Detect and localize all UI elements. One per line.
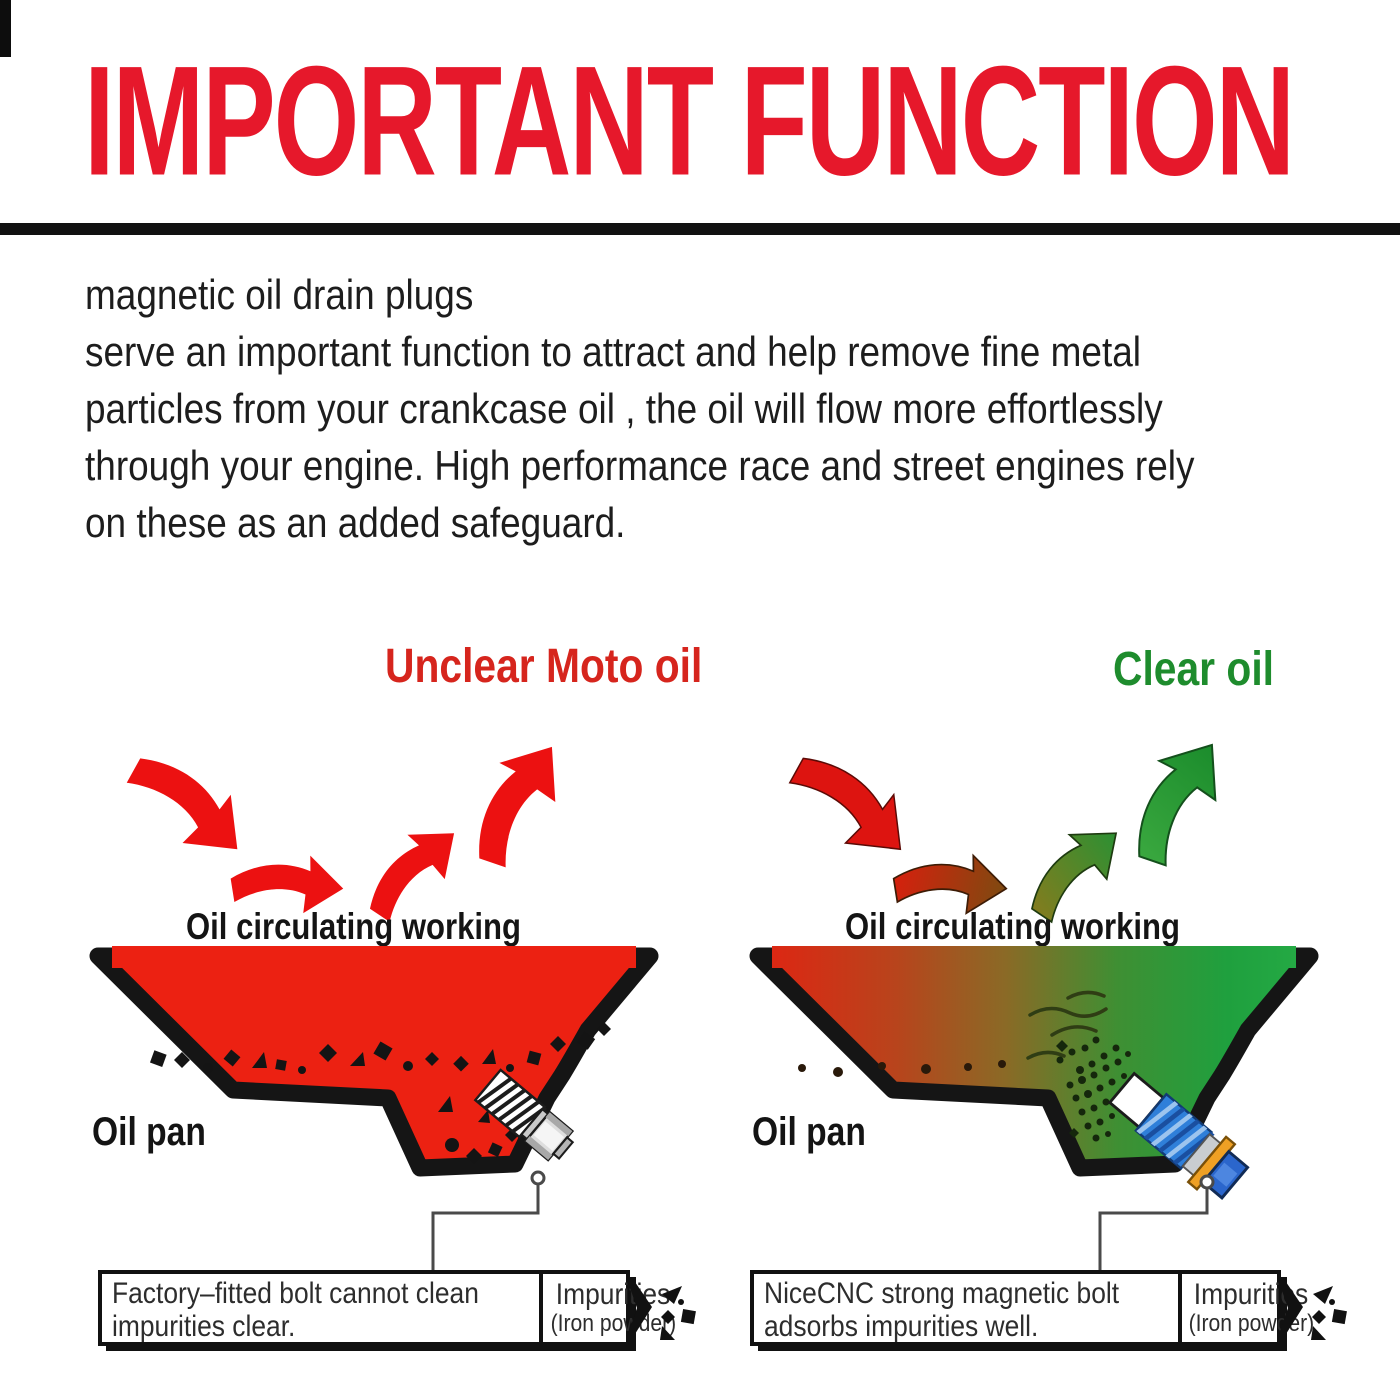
edge-artifact	[0, 0, 11, 57]
green-arrow-icon	[1103, 724, 1246, 875]
oil-surface	[772, 946, 1296, 968]
caption-box-left: Factory–fitted bolt cannot clean impurit…	[98, 1270, 676, 1346]
metal-particles	[149, 1022, 611, 1164]
circulation-label-left: Oil circulating working	[186, 906, 522, 947]
oil-pan-label-right: Oil pan	[752, 1110, 866, 1154]
oil-pan-label-left: Oil pan	[92, 1110, 206, 1154]
leader-line-right	[1098, 1174, 1215, 1272]
oil-flow-arrows-left	[120, 727, 585, 927]
impurities-pointer-icon	[1279, 1282, 1347, 1340]
unclear-oil-heading: Unclear Moto oil	[385, 640, 703, 693]
red-arrow-icon	[120, 728, 261, 877]
circulation-label-right: Oil circulating working	[845, 906, 1181, 947]
magnetic-bolt	[1107, 1071, 1250, 1200]
impurities-pointer-icon	[628, 1282, 696, 1340]
residual-particles	[798, 1060, 1006, 1077]
oil-pan-clean	[749, 946, 1319, 1200]
caption-text: Factory–fitted bolt cannot clean impurit…	[112, 1277, 479, 1343]
caption-box-right: NiceCNC strong magnetic bolt adsorbs imp…	[750, 1270, 1314, 1346]
intro-line: on these as an added safeguard.	[85, 499, 626, 546]
intro-line: magnetic oil drain plugs	[85, 271, 474, 318]
caption-text: NiceCNC strong magnetic bolt adsorbs imp…	[764, 1277, 1120, 1343]
intro-line: particles from your crankcase oil , the …	[85, 385, 1163, 432]
oil-swirl-lines	[1026, 990, 1108, 1060]
intro-line: through your engine. High performance ra…	[85, 442, 1195, 489]
red-arrow-icon	[444, 727, 585, 876]
intro-line: serve an important function to attract a…	[85, 328, 1141, 375]
title-divider	[0, 223, 1400, 235]
page-title: IMPORTANT FUNCTION	[84, 35, 1295, 209]
factory-bolt	[473, 1068, 575, 1162]
clear-oil-heading: Clear oil	[1113, 643, 1274, 696]
intro-paragraph: magnetic oil drain plugs serve an import…	[85, 266, 1365, 551]
oil-flow-arrows-right	[782, 724, 1246, 928]
impurities-cell: Impurities (Iron powder)	[538, 1274, 683, 1342]
oil-pan-dirty	[89, 946, 659, 1177]
leader-line-left	[431, 1170, 546, 1272]
oil-surface	[112, 946, 636, 968]
red-arrow-icon	[782, 728, 925, 877]
